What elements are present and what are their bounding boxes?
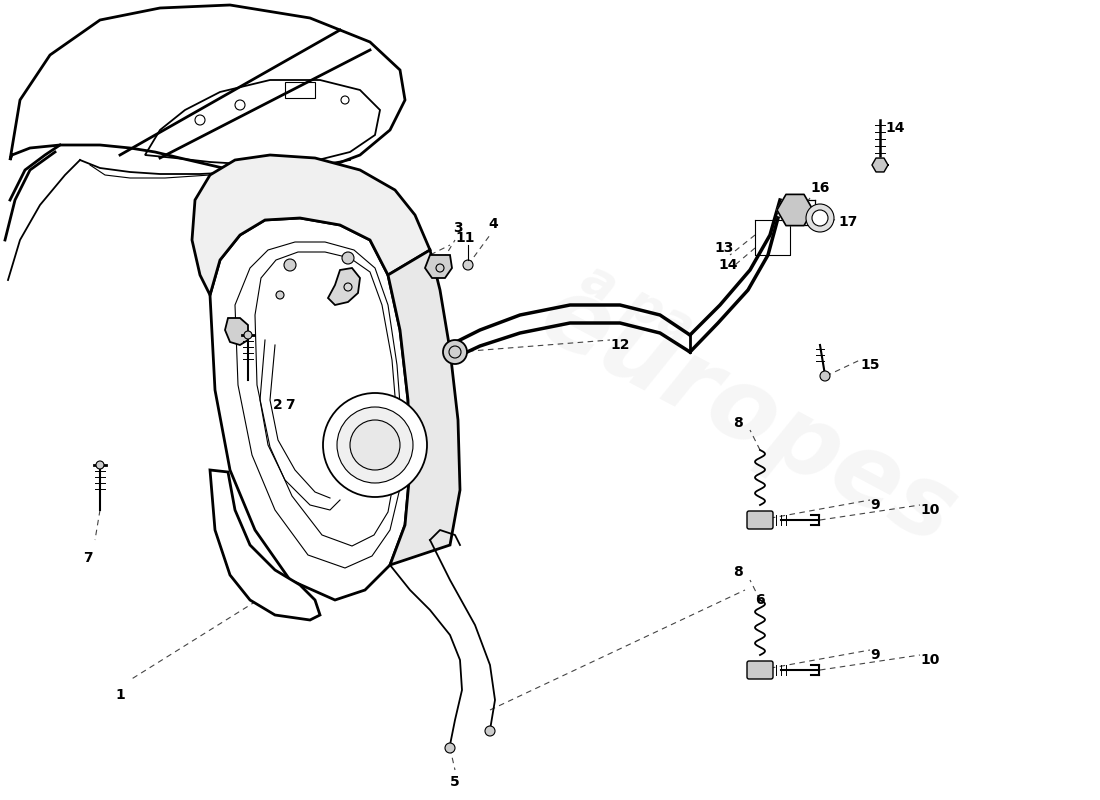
Polygon shape <box>425 255 452 278</box>
Text: 14: 14 <box>718 258 738 272</box>
Text: europes: europes <box>524 266 972 566</box>
Circle shape <box>342 252 354 264</box>
Polygon shape <box>210 470 320 620</box>
Circle shape <box>284 259 296 271</box>
FancyBboxPatch shape <box>747 661 773 679</box>
Polygon shape <box>210 218 410 600</box>
Text: 9: 9 <box>870 648 880 662</box>
Text: 10: 10 <box>921 653 939 667</box>
Text: a pa: a pa <box>573 254 703 354</box>
Circle shape <box>244 331 252 339</box>
Circle shape <box>812 210 828 226</box>
Text: 3: 3 <box>453 221 463 235</box>
Circle shape <box>276 291 284 299</box>
Circle shape <box>446 743 455 753</box>
Text: 16: 16 <box>811 181 829 195</box>
Polygon shape <box>328 268 360 305</box>
Text: 2: 2 <box>273 398 283 412</box>
Polygon shape <box>872 158 888 172</box>
Circle shape <box>485 726 495 736</box>
Polygon shape <box>192 155 430 295</box>
FancyBboxPatch shape <box>747 511 773 529</box>
Text: 7: 7 <box>84 551 92 565</box>
Circle shape <box>96 461 104 469</box>
Text: 8: 8 <box>733 416 742 430</box>
Text: 14: 14 <box>886 121 904 135</box>
Text: 10: 10 <box>921 503 939 517</box>
Circle shape <box>443 340 468 364</box>
Text: 12: 12 <box>610 338 629 352</box>
Polygon shape <box>226 318 248 345</box>
Text: 11: 11 <box>455 231 475 245</box>
Circle shape <box>806 204 834 232</box>
Circle shape <box>337 407 412 483</box>
Text: 6: 6 <box>756 593 764 607</box>
Text: 13: 13 <box>714 241 734 255</box>
Circle shape <box>463 260 473 270</box>
Polygon shape <box>388 250 460 565</box>
Text: 7: 7 <box>285 398 295 412</box>
Text: 8: 8 <box>733 565 742 579</box>
Polygon shape <box>777 194 813 226</box>
Polygon shape <box>10 5 405 175</box>
Circle shape <box>820 371 830 381</box>
Circle shape <box>350 420 400 470</box>
Text: 5: 5 <box>450 775 460 789</box>
Text: 4: 4 <box>488 217 498 231</box>
Text: 17: 17 <box>838 215 858 229</box>
Text: 15: 15 <box>860 358 880 372</box>
Text: 1: 1 <box>116 688 125 702</box>
Circle shape <box>323 393 427 497</box>
Text: 9: 9 <box>870 498 880 512</box>
